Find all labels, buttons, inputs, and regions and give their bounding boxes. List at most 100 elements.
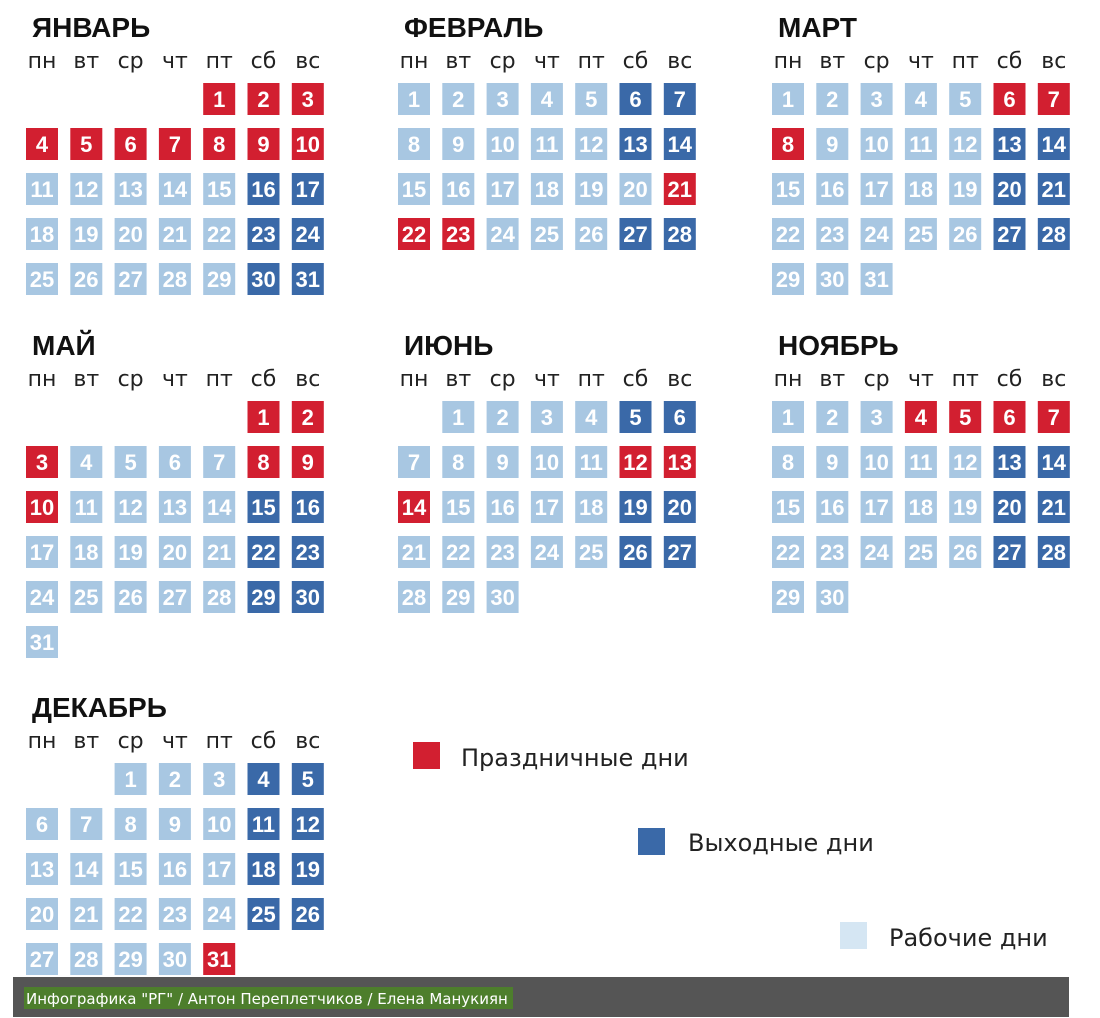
day-number: 17 [296, 177, 320, 202]
day-number: 7 [674, 87, 686, 112]
weekday: вс [295, 729, 320, 754]
day-cell [114, 943, 147, 975]
day-number: 20 [118, 222, 142, 247]
day-number: 5 [629, 405, 641, 430]
day-number: 5 [302, 767, 314, 792]
day-cell [26, 173, 58, 205]
day-number: 11 [535, 132, 558, 157]
day-number: 12 [623, 450, 647, 475]
day-cell [26, 128, 58, 160]
day-number: 14 [1042, 132, 1067, 157]
weekday: сб [623, 49, 649, 74]
day-cell [816, 218, 849, 250]
day-cell [247, 898, 280, 930]
day-cell [158, 853, 191, 885]
day-cell [663, 401, 696, 433]
day-number: 15 [207, 177, 231, 202]
day-number: 11 [252, 812, 275, 837]
day-number: 18 [535, 177, 559, 202]
day-number: 20 [997, 177, 1021, 202]
day-number: 16 [446, 177, 470, 202]
day-number: 19 [953, 177, 977, 202]
day-cell [575, 128, 608, 160]
day-cell [247, 853, 280, 885]
day-cell [114, 581, 147, 613]
day-number: 27 [623, 222, 647, 247]
day-cell [575, 218, 608, 250]
day-cell [158, 446, 191, 478]
day-cell [158, 581, 191, 613]
day-cell [860, 491, 893, 523]
day-number: 17 [864, 495, 888, 520]
day-cell [398, 491, 430, 523]
day-cell [1037, 446, 1070, 478]
day-number: 7 [213, 450, 225, 475]
day-cell [398, 446, 430, 478]
day-number: 8 [213, 132, 225, 157]
day-cell [619, 83, 652, 115]
day-number: 2 [302, 405, 314, 430]
day-number: 3 [213, 767, 225, 792]
day-number: 17 [864, 177, 888, 202]
weekday: пт [206, 729, 233, 754]
day-cell [619, 446, 652, 478]
day-cell [530, 83, 563, 115]
day-number: 5 [959, 87, 971, 112]
day-cell [1037, 491, 1070, 523]
day-cell [619, 173, 652, 205]
day-cell [158, 218, 191, 250]
day-cell [772, 401, 804, 433]
legend-label: Праздничные дни [461, 744, 689, 772]
day-number: 17 [535, 495, 559, 520]
day-cell [203, 763, 236, 795]
day-cell [663, 128, 696, 160]
day-number: 30 [251, 267, 275, 292]
day-cell [530, 128, 563, 160]
day-number: 4 [80, 450, 93, 475]
day-number: 14 [668, 132, 693, 157]
day-number: 25 [30, 267, 54, 292]
weekday: чт [162, 729, 188, 754]
day-cell [114, 536, 147, 568]
day-number: 15 [251, 495, 275, 520]
day-cell [114, 853, 147, 885]
day-cell [70, 128, 103, 160]
day-cell [70, 943, 103, 975]
day-cell [70, 173, 103, 205]
day-number: 21 [402, 540, 426, 565]
day-cell [575, 446, 608, 478]
day-cell [247, 763, 280, 795]
day-cell [247, 491, 280, 523]
day-number: 27 [668, 540, 692, 565]
day-cell [291, 898, 324, 930]
day-number: 8 [452, 450, 464, 475]
day-cell [203, 808, 236, 840]
day-cell [949, 128, 982, 160]
day-number: 24 [296, 222, 321, 247]
day-number: 8 [408, 132, 420, 157]
legend-label: Рабочие дни [889, 924, 1048, 952]
day-number: 19 [296, 857, 320, 882]
day-cell [663, 491, 696, 523]
day-number: 10 [864, 450, 888, 475]
day-cell [158, 763, 191, 795]
day-number: 2 [496, 405, 508, 430]
day-cell [486, 401, 519, 433]
day-cell [575, 536, 608, 568]
day-cell [530, 536, 563, 568]
day-cell [860, 128, 893, 160]
month-title: ДЕКАБРЬ [32, 692, 167, 723]
day-cell [203, 943, 236, 975]
day-number: 27 [30, 947, 54, 972]
day-cell [158, 128, 191, 160]
day-cell [816, 401, 849, 433]
day-number: 16 [820, 495, 844, 520]
day-number: 20 [623, 177, 647, 202]
day-number: 20 [30, 902, 54, 927]
day-number: 14 [402, 495, 427, 520]
day-cell [904, 491, 937, 523]
day-number: 25 [909, 222, 933, 247]
weekday: пт [578, 367, 605, 392]
month-title: ИЮНЬ [404, 330, 493, 361]
day-number: 6 [629, 87, 641, 112]
